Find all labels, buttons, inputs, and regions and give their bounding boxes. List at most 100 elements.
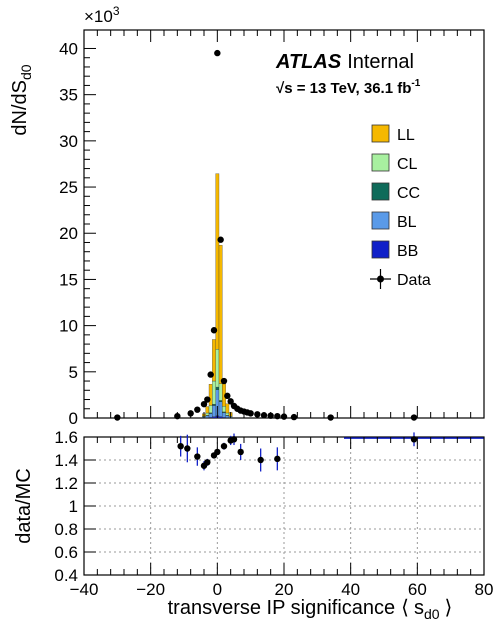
ratio-point xyxy=(184,445,191,452)
bar-cl xyxy=(225,412,230,416)
ratio-grid xyxy=(84,437,484,575)
main-x-ticks xyxy=(83,30,485,418)
y-tick-label: 0 xyxy=(69,409,78,428)
bar-cc xyxy=(218,400,223,402)
ratio-point xyxy=(274,455,281,463)
data-point xyxy=(200,400,208,408)
y-tick-label: 20 xyxy=(59,224,78,243)
x-tick-label: −40 xyxy=(70,580,99,599)
legend-marker-data xyxy=(377,275,384,283)
legend-label-ll: LL xyxy=(397,127,415,144)
bar-cl xyxy=(222,406,226,413)
data-point xyxy=(260,412,268,419)
bar-ll xyxy=(225,403,230,414)
bar-bb xyxy=(218,416,223,419)
legend-swatch-cl xyxy=(371,153,390,172)
main-y-ticks: 0 5 10 15 20 25 30 35 40 xyxy=(59,39,96,428)
ratio-point xyxy=(204,459,211,466)
data-point xyxy=(214,49,221,57)
ratio-point xyxy=(230,436,238,443)
x-tick-label: 40 xyxy=(341,580,360,599)
ratio-y-axis-title: data/MC xyxy=(13,468,35,544)
bar-bl xyxy=(225,415,230,418)
x-tick-label: 20 xyxy=(275,580,294,599)
main-panel: 0 5 10 15 20 25 30 35 40 ×103 dN/dSd0 ATLAS Inter… xyxy=(9,4,485,428)
data-point xyxy=(204,396,211,403)
bar-cl xyxy=(218,383,223,401)
ratio-point xyxy=(194,453,201,460)
energy-lumi-label: √s = 13 TeV, 36.1 fb-1 xyxy=(276,78,421,97)
legend-label-bl: BL xyxy=(397,214,417,231)
data-point xyxy=(247,410,254,417)
ratio-panel: 0.4 0.6 0.8 1 1.2 1.4 1.6 −40 −20 0 20 40 60 80 data… xyxy=(13,428,493,622)
ratio-x-ticks: −40 −20 0 20 40 60 80 xyxy=(70,437,494,599)
data-point xyxy=(207,371,214,378)
data-point xyxy=(274,412,281,420)
data-point xyxy=(210,327,218,334)
atlas-label: ATLAS Internal xyxy=(275,51,414,73)
bar-bl xyxy=(222,412,226,418)
bar-bb xyxy=(212,416,216,419)
legend-label-data: Data xyxy=(397,272,431,289)
ratio-y-tick-label: 1 xyxy=(69,497,78,516)
legend-swatch-cc xyxy=(371,182,390,201)
legend-swatch-bb xyxy=(371,240,390,259)
ratio-y-ticks: 0.4 0.6 0.8 1 1.2 1.4 1.6 xyxy=(54,428,96,585)
y-tick-label: 30 xyxy=(59,132,78,151)
bar-ll xyxy=(205,406,210,414)
x-tick-label: 80 xyxy=(475,580,494,599)
x-tick-label: −20 xyxy=(136,580,165,599)
data-point xyxy=(114,414,121,421)
legend-label-cl: CL xyxy=(397,156,418,173)
y-tick-label: 15 xyxy=(59,270,78,289)
bar-bl xyxy=(218,401,223,417)
data-point xyxy=(224,392,231,400)
ratio-y-tick-label: 1.2 xyxy=(54,474,78,493)
y-tick-label: 35 xyxy=(59,86,78,105)
bar-cc xyxy=(212,403,216,406)
bar-bl xyxy=(205,415,210,418)
x-axis-title: transverse IP significance ⟨ sd0 ⟩ xyxy=(168,597,453,622)
legend-swatch-ll xyxy=(371,124,390,143)
bar-ll xyxy=(208,384,213,406)
ratio-point xyxy=(214,448,221,456)
data-point xyxy=(217,236,224,243)
y-tick-label: 40 xyxy=(59,39,78,58)
data-point xyxy=(227,398,234,405)
bar-cl xyxy=(208,405,213,413)
bar-ll xyxy=(218,245,223,384)
data-point xyxy=(220,377,228,385)
bar-ll xyxy=(215,173,220,350)
y-multiplier: ×103 xyxy=(84,4,120,26)
ratio-y-tick-label: 1.6 xyxy=(54,428,78,447)
ratio-point xyxy=(220,443,228,450)
legend: LL CL CC BL BB Data xyxy=(370,124,431,289)
ratio-y-tick-label: 0.6 xyxy=(54,543,78,562)
data-point xyxy=(327,414,334,421)
data-point xyxy=(410,414,418,421)
main-y-axis-title: dN/dSd0 xyxy=(9,64,34,135)
y-tick-label: 5 xyxy=(69,363,78,382)
legend-label-cc: CC xyxy=(397,185,420,202)
ratio-point xyxy=(410,436,418,443)
bar-bl xyxy=(208,413,213,418)
ratio-y-tick-label: 0.8 xyxy=(54,520,78,539)
stacked-histogram xyxy=(202,173,233,419)
ratio-y-tick-label: 0.4 xyxy=(54,566,78,585)
bar-cl xyxy=(215,349,220,388)
y-tick-label: 10 xyxy=(59,317,78,336)
data-point xyxy=(194,406,201,413)
x-tick-label: 0 xyxy=(213,580,222,599)
y-tick-label: 25 xyxy=(59,178,78,197)
ratio-y-tick-label: 1.4 xyxy=(54,451,78,470)
bar-cl xyxy=(212,380,216,405)
data-points xyxy=(114,49,418,421)
bar-cc xyxy=(215,386,220,390)
x-tick-label: 60 xyxy=(408,580,427,599)
ratio-point xyxy=(177,443,184,450)
bar-bl xyxy=(212,405,216,417)
ratio-points xyxy=(177,432,484,472)
legend-label-bb: BB xyxy=(397,243,418,260)
ratio-point xyxy=(257,456,264,464)
